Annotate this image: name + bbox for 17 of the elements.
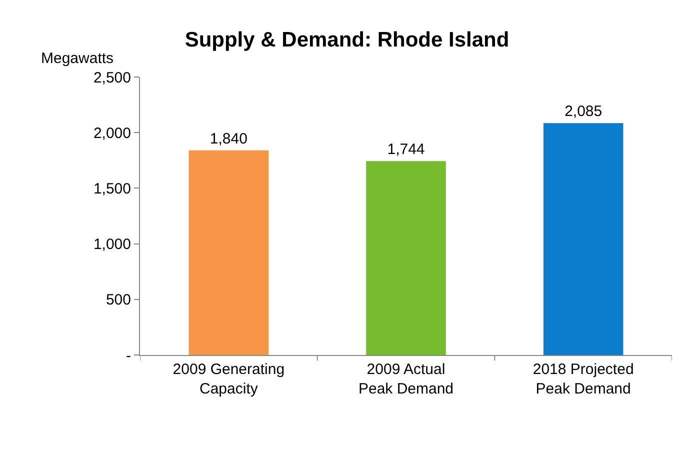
data-label: 2,085 [564, 103, 602, 120]
y-tick-label: 1,000 [93, 236, 131, 254]
y-tick-label: - [126, 347, 131, 364]
bar [188, 150, 269, 355]
y-tick-label: 2,500 [93, 69, 131, 86]
bar [366, 161, 446, 355]
y-tick-label: 500 [106, 292, 131, 309]
data-label: 1,840 [210, 130, 248, 148]
data-label: 1,744 [387, 141, 425, 158]
chart-title: Supply & Demand: Rhode Island [184, 28, 510, 52]
x-tick-label: 2018 Projected Peak Demand [532, 361, 634, 398]
bar [543, 123, 624, 355]
y-axis-title: Megawatts [41, 50, 114, 67]
y-tick-label: 1,500 [93, 180, 131, 198]
x-tick-label: 2009 Actual Peak Demand [358, 361, 454, 398]
y-tick-label: 2,000 [93, 124, 131, 142]
x-tick-label: 2009 Generating Capacity [172, 361, 285, 398]
